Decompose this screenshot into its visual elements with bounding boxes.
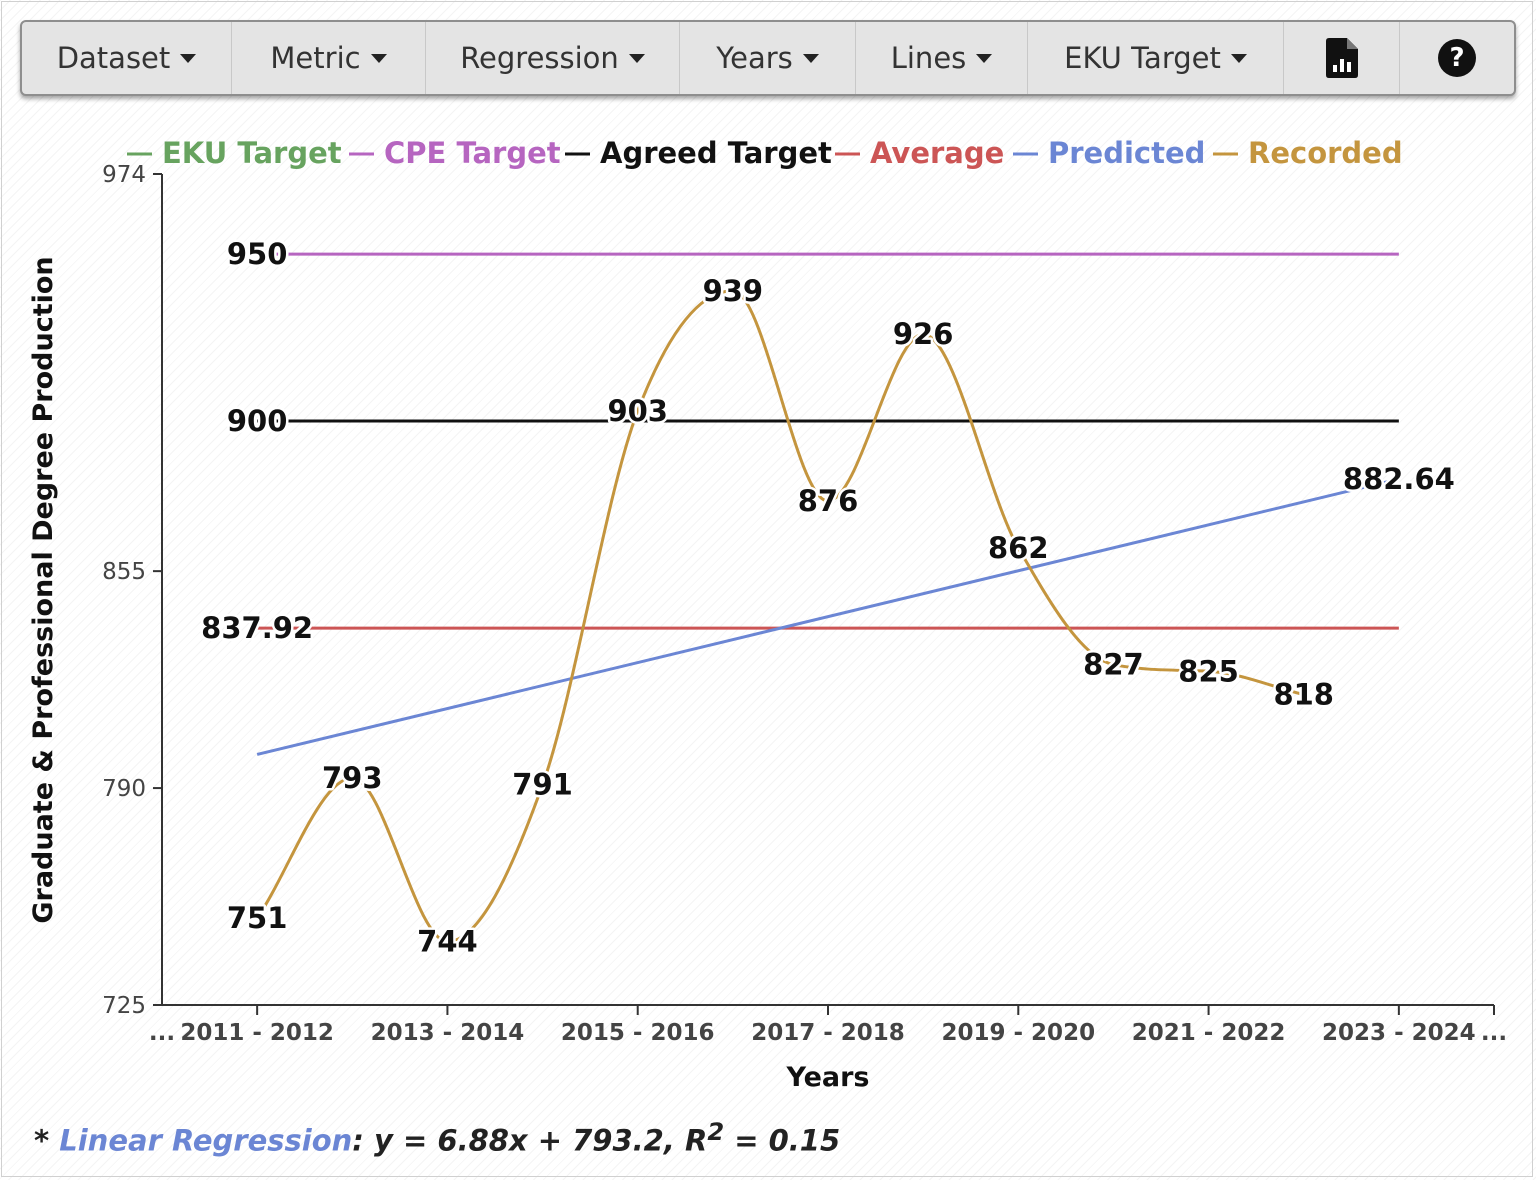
x-tick-label: ... bbox=[1481, 1020, 1507, 1046]
legend-entry[interactable]: Recorded bbox=[1248, 136, 1403, 170]
recorded-value-label: 862 bbox=[988, 531, 1049, 565]
legend-entry[interactable]: Predicted bbox=[1048, 136, 1205, 170]
agreed-target-value-label: 900 bbox=[227, 404, 288, 438]
recorded-value-label: 744 bbox=[417, 925, 478, 959]
toolbar: Dataset Metric Regression Years Lines EK… bbox=[20, 20, 1516, 96]
y-tick-label: 974 bbox=[102, 162, 146, 188]
x-tick-label: 2015 - 2016 bbox=[561, 1020, 715, 1046]
regression-equation: : y = 6.88x + 793.2, R bbox=[352, 1123, 708, 1158]
recorded-value-label: 827 bbox=[1083, 648, 1144, 682]
years-label: Years bbox=[716, 41, 793, 75]
dataset-label: Dataset bbox=[56, 41, 171, 75]
x-tick-label: 2013 - 2014 bbox=[371, 1020, 525, 1046]
predicted-line bbox=[256, 477, 1400, 756]
caret-down-icon bbox=[370, 53, 387, 63]
y-tick-label: 855 bbox=[102, 559, 146, 585]
regression-dropdown[interactable]: Regression bbox=[426, 22, 680, 94]
metric-dropdown[interactable]: Metric bbox=[232, 22, 426, 94]
regression-label: Regression bbox=[460, 41, 619, 75]
recorded-value-label: 818 bbox=[1273, 678, 1334, 712]
recorded-value-label: 876 bbox=[798, 484, 859, 518]
help-button[interactable]: ? bbox=[1400, 22, 1514, 94]
legend-entry[interactable]: Average bbox=[870, 136, 1004, 170]
x-tick-label: 2019 - 2020 bbox=[941, 1020, 1095, 1046]
x-tick-label: ... bbox=[149, 1020, 175, 1046]
eku-target-label: EKU Target bbox=[1064, 41, 1221, 75]
caret-down-icon bbox=[1230, 53, 1247, 63]
regression-footnote: * Linear Regression: y = 6.88x + 793.2, … bbox=[34, 1118, 840, 1158]
lines-label: Lines bbox=[890, 41, 967, 75]
caret-down-icon bbox=[180, 53, 197, 63]
r-squared-exponent: 2 bbox=[707, 1118, 725, 1146]
y-tick-label: 725 bbox=[102, 993, 146, 1019]
x-axis-title: Years bbox=[786, 1062, 870, 1093]
recorded-value-label: 751 bbox=[227, 901, 288, 935]
recorded-value-label: 939 bbox=[703, 274, 764, 308]
legend-entry[interactable]: Agreed Target bbox=[600, 136, 832, 170]
recorded-line bbox=[255, 289, 1305, 944]
regression-prefix: * bbox=[34, 1123, 60, 1158]
lines-dropdown[interactable]: Lines bbox=[856, 22, 1028, 94]
average-value-label: 837.92 bbox=[201, 611, 313, 645]
caret-down-icon bbox=[976, 53, 993, 63]
recorded-value-label: 791 bbox=[512, 768, 573, 802]
recorded-value-label: 903 bbox=[607, 394, 668, 428]
help-icon: ? bbox=[1438, 39, 1476, 77]
predicted-value-label: 882.64 bbox=[1343, 462, 1455, 496]
caret-down-icon bbox=[628, 53, 645, 63]
eku-target-dropdown[interactable]: EKU Target bbox=[1028, 22, 1284, 94]
report-chart-icon bbox=[1325, 38, 1358, 78]
x-tick-label: 2021 - 2022 bbox=[1132, 1020, 1286, 1046]
cpe-target-value-label: 950 bbox=[227, 237, 288, 271]
report-button[interactable] bbox=[1284, 22, 1400, 94]
legend-entry[interactable]: CPE Target bbox=[384, 136, 561, 170]
recorded-value-label: 926 bbox=[893, 317, 954, 351]
recorded-value-label: 825 bbox=[1178, 654, 1239, 688]
regression-r2-value: = 0.15 bbox=[724, 1123, 841, 1158]
x-tick-label: 2017 - 2018 bbox=[751, 1020, 905, 1046]
x-tick-label: 2011 - 2012 bbox=[180, 1020, 334, 1046]
x-tick-label: 2023 - 2024 bbox=[1322, 1020, 1476, 1046]
y-axis-title: Graduate & Professional Degree Productio… bbox=[28, 256, 59, 923]
metric-label: Metric bbox=[270, 41, 361, 75]
y-tick-label: 790 bbox=[102, 776, 146, 802]
dataset-dropdown[interactable]: Dataset bbox=[22, 22, 232, 94]
years-dropdown[interactable]: Years bbox=[680, 22, 856, 94]
recorded-value-label: 793 bbox=[322, 761, 383, 795]
caret-down-icon bbox=[802, 53, 819, 63]
legend-entry[interactable]: EKU Target bbox=[162, 136, 342, 170]
linear-regression-link[interactable]: Linear Regression bbox=[59, 1123, 353, 1158]
